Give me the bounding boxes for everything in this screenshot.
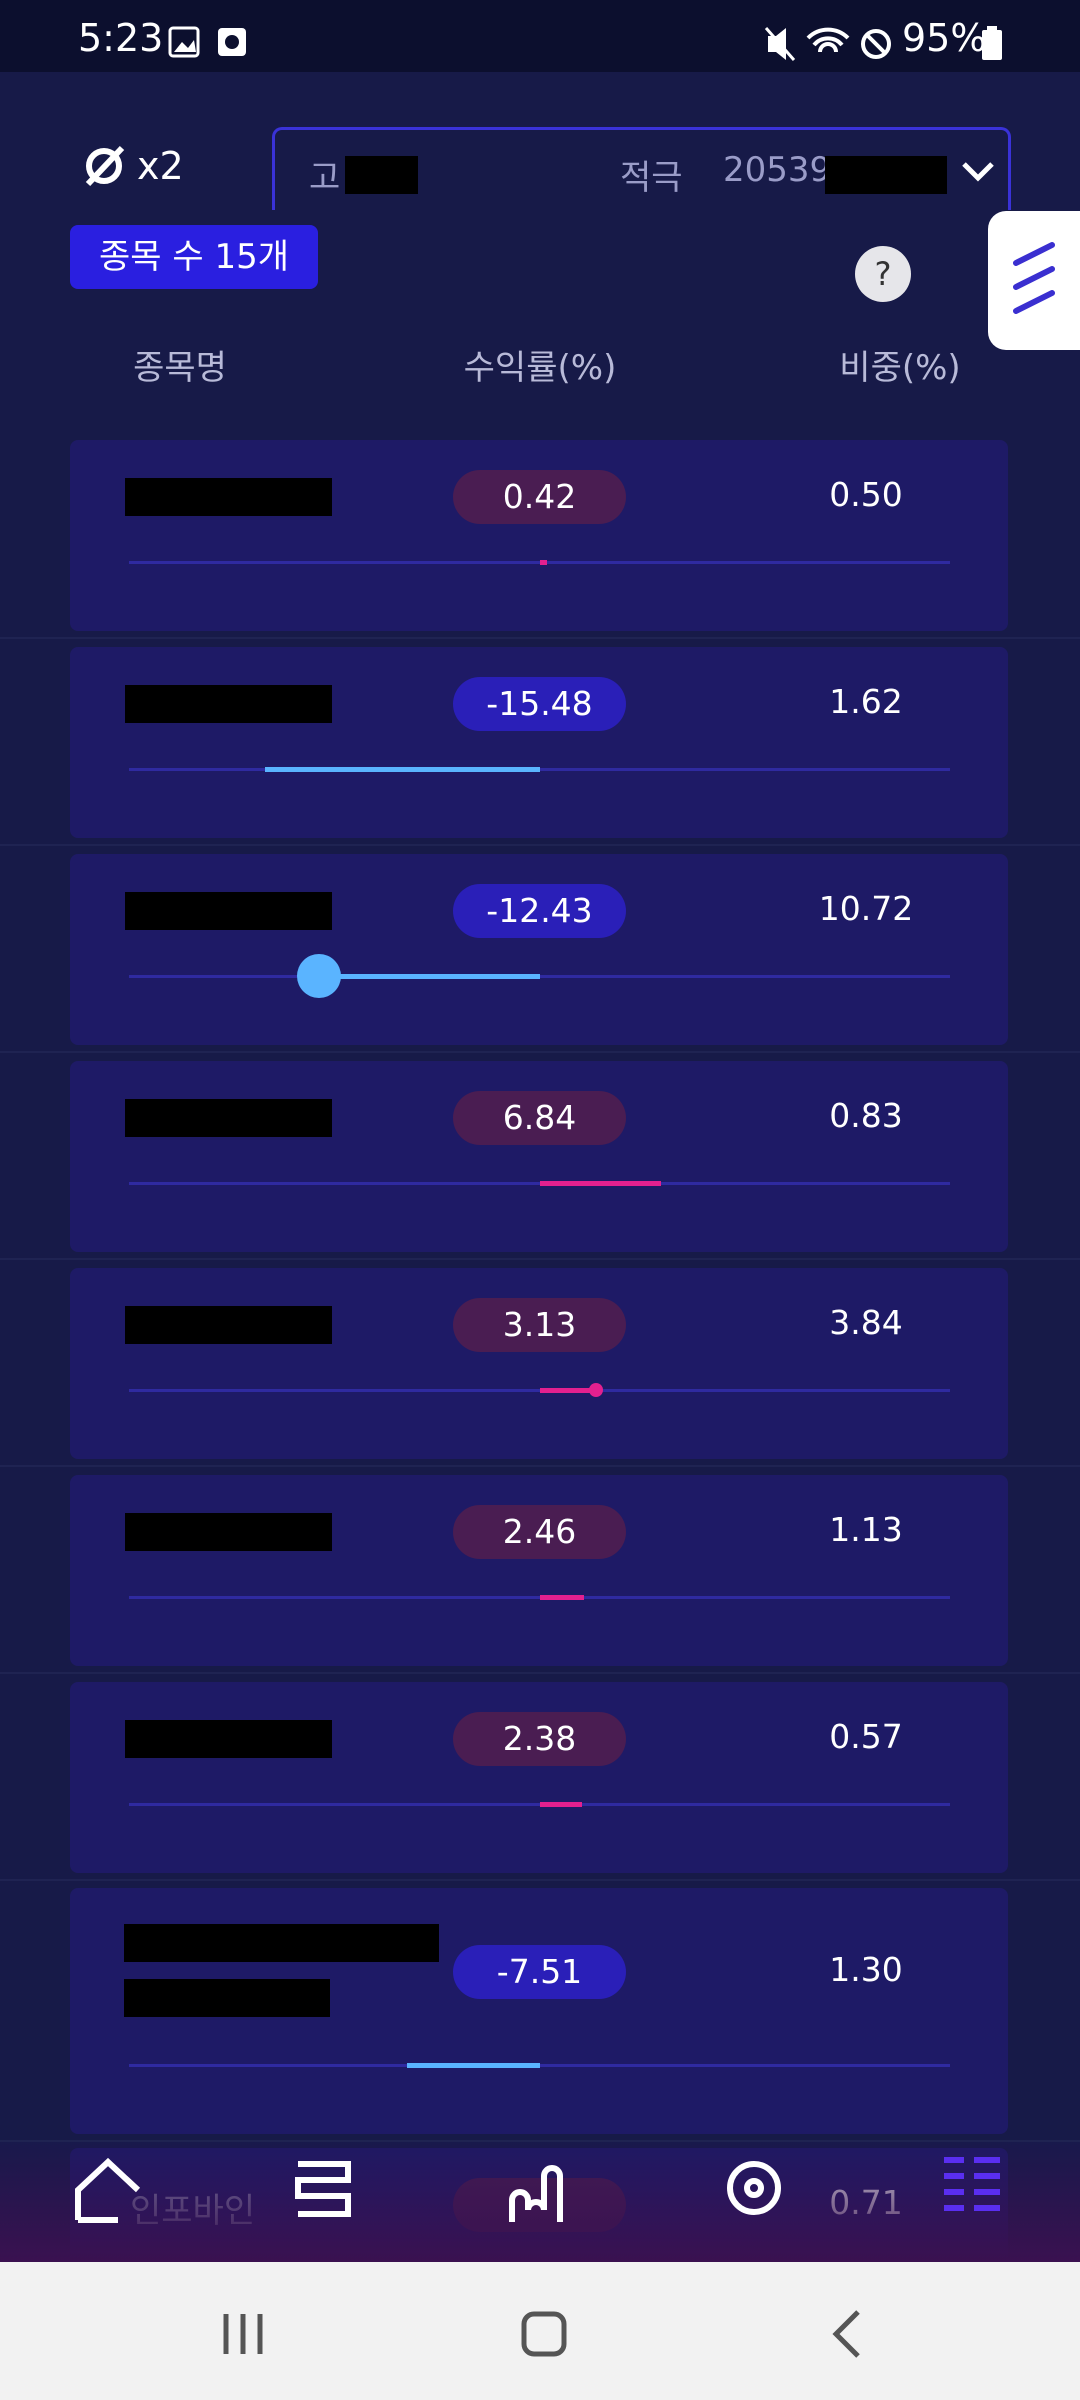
return-pill: 0.42 — [453, 470, 626, 524]
zoom-label[interactable]: x2 — [137, 144, 184, 188]
return-bar — [540, 1181, 662, 1186]
column-header: 비중(%) — [839, 348, 961, 388]
return-pill: -12.43 — [453, 884, 626, 938]
return-bar — [540, 1595, 584, 1600]
return-bar — [540, 560, 548, 565]
row-separator — [0, 1465, 1080, 1467]
return-bar — [319, 974, 540, 979]
status-icons — [168, 26, 246, 58]
count-badge: 종목 수 15개 — [70, 225, 318, 289]
row-separator — [0, 1258, 1080, 1260]
row-card — [70, 1682, 1008, 1873]
weight: 3.84 — [829, 1303, 903, 1342]
row-separator — [0, 2140, 1080, 2142]
return-bar — [540, 1802, 583, 1807]
row-card — [70, 854, 1008, 1045]
return-pill: 6.84 — [453, 1091, 626, 1145]
return-track — [129, 1389, 950, 1392]
slider-dot — [588, 1383, 603, 1397]
redaction — [124, 1924, 439, 1962]
redaction — [125, 685, 332, 723]
row-card — [70, 1475, 1008, 1666]
return-track — [129, 1596, 950, 1599]
account-number: 20539 — [723, 150, 832, 190]
redaction — [124, 1979, 330, 2017]
side-menu-icon — [1013, 242, 1055, 314]
weight: 0.57 — [829, 1717, 903, 1756]
column-header: 수익률(%) — [463, 348, 617, 388]
row-card — [70, 440, 1008, 631]
column-header: 종목명 — [133, 348, 227, 388]
redaction — [125, 1720, 332, 1758]
redaction — [345, 156, 418, 194]
return-bar — [406, 2063, 540, 2068]
help-button[interactable]: ? — [855, 246, 911, 302]
row-card — [70, 647, 1008, 838]
weight: 0.83 — [829, 1096, 903, 1135]
redaction — [125, 1513, 332, 1551]
row-card — [70, 1268, 1008, 1459]
row-separator — [0, 844, 1080, 846]
account-type: 적극 — [620, 158, 683, 198]
row-separator — [0, 1672, 1080, 1674]
redaction — [125, 1306, 332, 1344]
return-pill: -15.48 — [453, 677, 626, 731]
row-separator — [0, 1051, 1080, 1053]
system-nav — [0, 2262, 1080, 2400]
return-bar — [265, 767, 540, 772]
return-pill: 3.13 — [453, 1298, 626, 1352]
status-bar: 5:23 95% — [0, 0, 1080, 72]
weight: 1.30 — [829, 1950, 903, 1989]
status-right-icons — [764, 27, 891, 61]
dropdown-arrow — [962, 162, 994, 182]
return-track — [129, 561, 950, 564]
weight: 10.72 — [818, 889, 914, 928]
nav-icons — [75, 2157, 1000, 2223]
row-separator — [0, 637, 1080, 639]
row-separator — [0, 1879, 1080, 1881]
weight: 1.62 — [829, 682, 903, 721]
time: 5:23 — [78, 16, 164, 60]
row-card — [70, 1061, 1008, 1252]
zoom-icon[interactable] — [82, 142, 128, 188]
slider-knob — [297, 954, 342, 998]
return-bar — [540, 1388, 596, 1393]
weight: 1.13 — [829, 1510, 903, 1549]
weight: 0.50 — [829, 475, 903, 514]
redaction — [125, 478, 332, 516]
redaction — [825, 156, 947, 194]
side-menu-tab[interactable] — [988, 211, 1080, 350]
redaction — [125, 892, 332, 930]
redaction — [125, 1099, 332, 1137]
return-pill: 2.46 — [453, 1505, 626, 1559]
system-nav-icons — [223, 2310, 860, 2358]
battery-text: 95% — [902, 16, 987, 60]
return-pill: 2.38 — [453, 1712, 626, 1766]
bottom-nav — [0, 2142, 1080, 2262]
account-name: 고 — [309, 158, 341, 198]
return-track — [129, 1803, 950, 1806]
account-select[interactable]: 고 적극 20539 — [272, 127, 1011, 210]
return-pill: -7.51 — [453, 1945, 626, 1999]
return-track — [129, 1182, 950, 1185]
battery-icon — [982, 26, 1002, 60]
